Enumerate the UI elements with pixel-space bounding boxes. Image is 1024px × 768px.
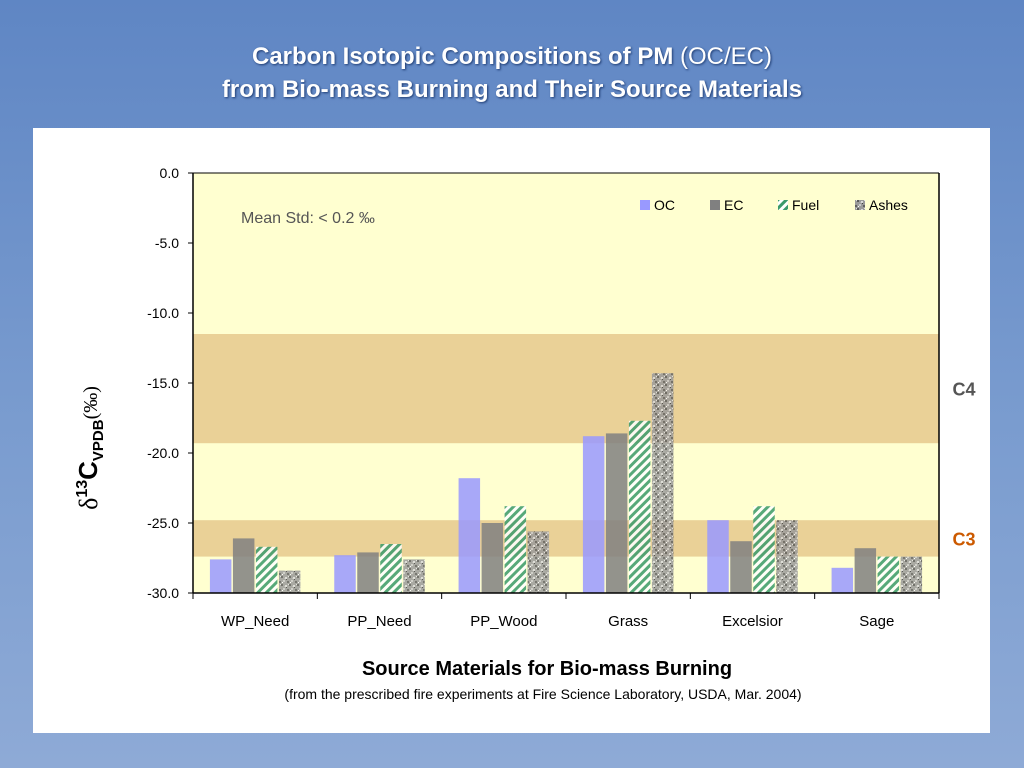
y-label-unit: (‰) <box>80 386 102 419</box>
bar-oc-pp_need <box>334 555 356 593</box>
legend-item-ec: EC <box>710 197 743 213</box>
bar-fuel-pp_need <box>380 544 402 593</box>
bar-fuel-excelsior <box>753 506 775 593</box>
legend-item-ashes: Ashes <box>855 197 908 213</box>
y-axis-title: δ13CVPDB(‰) <box>73 386 107 510</box>
y-tick-label: -10.0 <box>147 305 179 321</box>
y-label-main: C <box>73 461 103 480</box>
legend-label-ec: EC <box>724 197 743 213</box>
plot-area <box>193 173 939 593</box>
bar-ec-wp_need <box>232 538 255 593</box>
x-tick-label: WP_Need <box>221 613 289 630</box>
bar-ashes-excelsior <box>776 520 798 593</box>
y-tick-label: -15.0 <box>147 375 179 391</box>
title-paren: (OC/EC) <box>680 43 772 70</box>
bar-ashes-sage <box>900 556 923 593</box>
bar-oc-wp_need <box>209 559 232 593</box>
bar-fuel-pp_wood <box>504 506 527 593</box>
legend-label-fuel: Fuel <box>792 197 819 213</box>
x-axis-title: Source Materials for Bio-mass Burning <box>362 658 732 680</box>
y-label-sup: 13 <box>74 480 91 498</box>
bar-fuel-sage <box>877 556 900 593</box>
bar-ec-excelsior <box>730 541 752 593</box>
bar-ec-grass <box>605 433 628 593</box>
x-tick-label: PP_Need <box>347 613 411 630</box>
y-label-sub: VPDB <box>90 419 107 461</box>
x-axis-subtitle: (from the prescribed fire experiments at… <box>284 686 801 702</box>
x-tick-label: Excelsior <box>722 613 783 630</box>
slide-title: Carbon Isotopic Compositions of PM (OC/E… <box>0 40 1024 106</box>
x-tick-label: Sage <box>859 613 894 630</box>
bar-oc-pp_wood <box>458 478 481 593</box>
legend-swatch-ashes <box>855 200 865 210</box>
y-tick-label: 0.0 <box>160 165 180 181</box>
bar-chart: C4 C3 WP_Need PP_Need PP_Wood Grass Excelsior… <box>73 165 976 702</box>
legend-label-oc: OC <box>654 197 675 213</box>
legend-swatch-oc <box>640 200 650 210</box>
x-tick-label: Grass <box>608 613 648 630</box>
y-tick-label: -30.0 <box>147 585 179 601</box>
bar-ec-pp_need <box>357 552 379 593</box>
bar-ashes-wp_need <box>278 570 301 593</box>
legend-swatch-fuel <box>778 200 788 210</box>
svg-text:δ13CVPDB(‰): δ13CVPDB(‰) <box>73 386 107 510</box>
bar-ec-sage <box>854 548 877 593</box>
title-line-1: Carbon Isotopic Compositions of PM (OC/E… <box>0 40 1024 73</box>
legend-item-oc: OC <box>640 197 675 213</box>
bar-oc-grass <box>582 436 605 593</box>
band-label-c4: C4 <box>952 380 975 400</box>
bar-ec-pp_wood <box>481 523 504 593</box>
bar-oc-sage <box>831 567 854 593</box>
legend-label-ashes: Ashes <box>869 197 908 213</box>
band-c3 <box>193 520 939 557</box>
y-tick-label: -20.0 <box>147 445 179 461</box>
band-label-c3: C3 <box>952 529 975 549</box>
x-tick-label: PP_Wood <box>470 613 537 630</box>
bar-oc-excelsior <box>707 520 729 593</box>
mean-std-annotation: Mean Std: < 0.2 ‰ <box>241 210 375 227</box>
bar-fuel-grass <box>628 420 651 593</box>
title-main: Carbon Isotopic Compositions of PM <box>252 43 674 70</box>
chart-panel: C4 C3 WP_Need PP_Need PP_Wood Grass Excelsior… <box>33 128 990 733</box>
band-c4 <box>193 334 939 444</box>
legend-swatch-ec <box>710 200 720 210</box>
y-label-delta: δ <box>74 498 103 510</box>
bar-ashes-grass <box>651 373 674 593</box>
y-tick-label: -25.0 <box>147 515 179 531</box>
title-line-2: from Bio-mass Burning and Their Source M… <box>221 76 803 103</box>
legend-item-fuel: Fuel <box>778 197 819 213</box>
bar-ashes-pp_wood <box>527 531 550 593</box>
bar-ashes-pp_need <box>403 559 425 593</box>
y-tick-label: -5.0 <box>155 235 179 251</box>
bar-fuel-wp_need <box>255 546 278 593</box>
